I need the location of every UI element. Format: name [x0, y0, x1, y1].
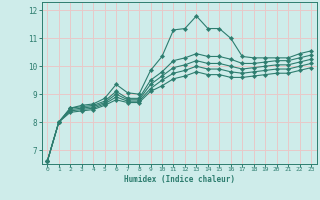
X-axis label: Humidex (Indice chaleur): Humidex (Indice chaleur): [124, 175, 235, 184]
